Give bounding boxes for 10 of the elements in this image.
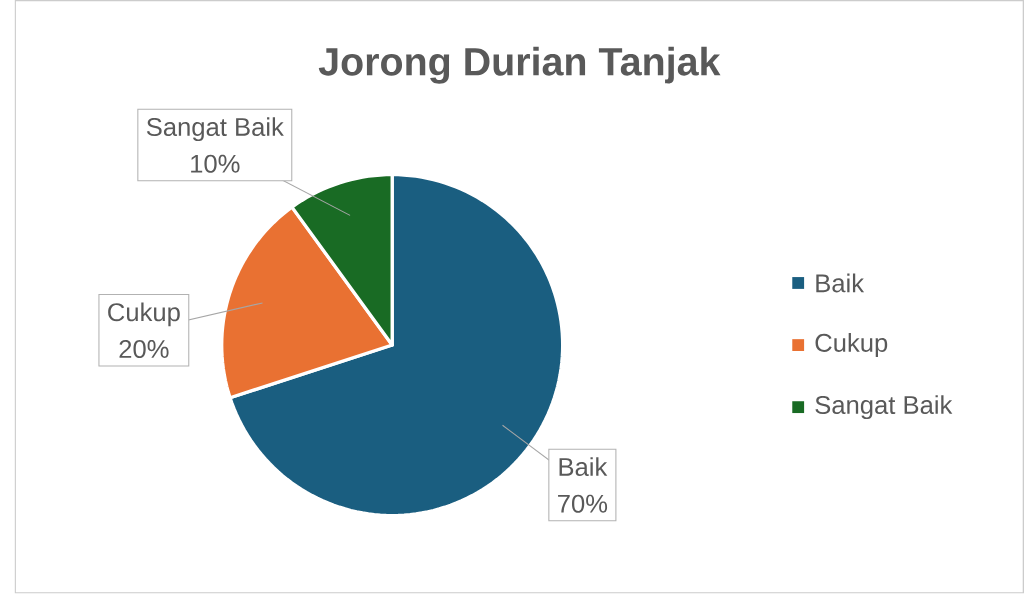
legend-label: Sangat Baik [815, 395, 953, 420]
data-label: 20% [119, 340, 169, 359]
data-label: 10% [191, 154, 240, 174]
slice-label: Sangat Baik [146, 117, 284, 142]
slice-label: Baik [559, 457, 608, 477]
slice-label: Cukup [108, 302, 180, 327]
chart-title: Jorong Durian Tanjak [318, 46, 721, 84]
data-label: 70% [558, 494, 608, 514]
legend-label: Baik [816, 273, 865, 293]
legend-label: Cukup [815, 333, 888, 358]
